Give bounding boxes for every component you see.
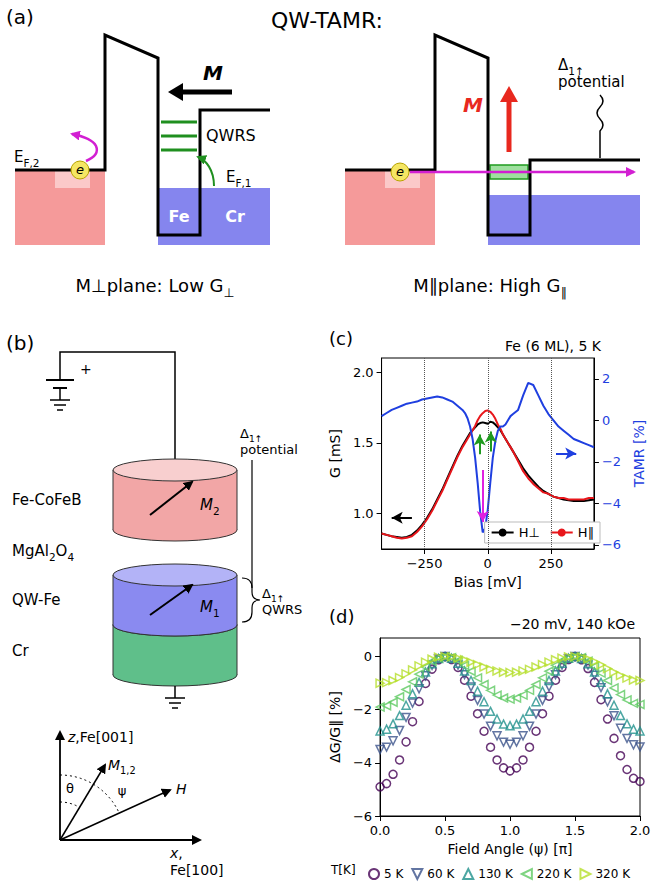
svg-text:Fe: Fe <box>168 207 189 226</box>
svg-text:EF,1: EF,1 <box>226 168 252 189</box>
svg-text:potential: potential <box>240 442 298 457</box>
svg-text:TAMR [%]: TAMR [%] <box>631 420 647 489</box>
svg-text:QWRS: QWRS <box>262 602 302 617</box>
svg-text:(c): (c) <box>329 328 353 349</box>
svg-text:x,: x, <box>169 845 183 861</box>
svg-text:Fe-CoFeB: Fe-CoFeB <box>12 491 81 509</box>
svg-text:2.0: 2.0 <box>353 365 374 380</box>
svg-text:−2: −2 <box>602 454 621 469</box>
svg-text:H∥: H∥ <box>578 525 594 540</box>
svg-text:MgAl2O4: MgAl2O4 <box>12 542 74 563</box>
svg-text:EF,2: EF,2 <box>14 148 40 169</box>
svg-text:−250: −250 <box>407 556 443 571</box>
svg-text:M∥plane: High G∥: M∥plane: High G∥ <box>413 275 567 300</box>
svg-text:1.0: 1.0 <box>353 506 374 521</box>
svg-text:1.5: 1.5 <box>353 435 374 450</box>
svg-text:250: 250 <box>539 556 564 571</box>
svg-text:QWRS: QWRS <box>206 126 256 145</box>
svg-text:Δ1↑: Δ1↑ <box>262 586 285 604</box>
svg-text:1.5: 1.5 <box>565 823 586 838</box>
svg-text:e: e <box>76 162 84 177</box>
svg-text:(a): (a) <box>6 5 34 29</box>
svg-text:1.0: 1.0 <box>500 823 521 838</box>
svg-text:ψ: ψ <box>118 783 127 798</box>
svg-text:Δ1↑: Δ1↑ <box>558 56 584 77</box>
svg-text:−20 mV, 140 kOe: −20 mV, 140 kOe <box>510 616 635 632</box>
svg-text:2.0: 2.0 <box>630 823 651 838</box>
svg-text:M2: M2 <box>200 496 220 517</box>
svg-text:M1,2: M1,2 <box>108 757 136 776</box>
svg-text:0: 0 <box>484 556 492 571</box>
svg-text:0: 0 <box>602 413 610 428</box>
svg-text:M: M <box>203 61 223 85</box>
svg-text:(b): (b) <box>6 331 34 355</box>
svg-text:ΔG/G∥ [%]: ΔG/G∥ [%] <box>327 691 343 763</box>
svg-text:130 K: 130 K <box>478 867 514 881</box>
svg-text:+: + <box>80 361 92 377</box>
svg-text:e: e <box>396 164 404 179</box>
svg-text:Fe (6 ML), 5 K: Fe (6 ML), 5 K <box>505 338 602 354</box>
svg-text:60 K: 60 K <box>427 867 455 881</box>
svg-text:M: M <box>463 93 483 117</box>
svg-text:M⊥plane: Low G⊥: M⊥plane: Low G⊥ <box>75 275 234 300</box>
svg-text:Δ1↑: Δ1↑ <box>240 426 263 444</box>
svg-text:Bias [mV]: Bias [mV] <box>454 574 522 590</box>
svg-text:θ: θ <box>66 781 74 796</box>
svg-text:−6: −6 <box>353 809 372 824</box>
svg-text:T[K]: T[K] <box>330 863 356 877</box>
svg-text:H⊥: H⊥ <box>519 525 540 540</box>
svg-text:0: 0 <box>364 649 372 664</box>
svg-text:M1: M1 <box>200 598 220 619</box>
svg-text:2: 2 <box>602 371 610 386</box>
svg-text:QW-Fe: QW-Fe <box>12 591 60 609</box>
svg-text:Cr: Cr <box>12 642 29 660</box>
svg-text:5 K: 5 K <box>384 867 404 881</box>
svg-text:220 K: 220 K <box>537 867 573 881</box>
svg-text:0.0: 0.0 <box>370 823 391 838</box>
svg-text:H: H <box>176 781 187 797</box>
svg-text:−4: −4 <box>602 496 621 511</box>
svg-text:−6: −6 <box>602 537 621 552</box>
svg-text:0.5: 0.5 <box>435 823 456 838</box>
svg-text:QW-TAMR:: QW-TAMR: <box>271 8 383 33</box>
svg-text:potential: potential <box>558 73 625 91</box>
svg-text:−4: −4 <box>353 755 372 770</box>
svg-text:(d): (d) <box>329 606 354 627</box>
svg-text:−2: −2 <box>353 702 372 717</box>
svg-text:Fe[100]: Fe[100] <box>170 862 224 878</box>
svg-text:Field Angle (ψ) [π]: Field Angle (ψ) [π] <box>448 841 573 857</box>
svg-text:320 K: 320 K <box>595 867 631 881</box>
svg-text:z,Fe[001]: z,Fe[001] <box>67 729 133 745</box>
svg-text:G [mS]: G [mS] <box>327 429 343 478</box>
svg-text:Cr: Cr <box>225 207 245 226</box>
